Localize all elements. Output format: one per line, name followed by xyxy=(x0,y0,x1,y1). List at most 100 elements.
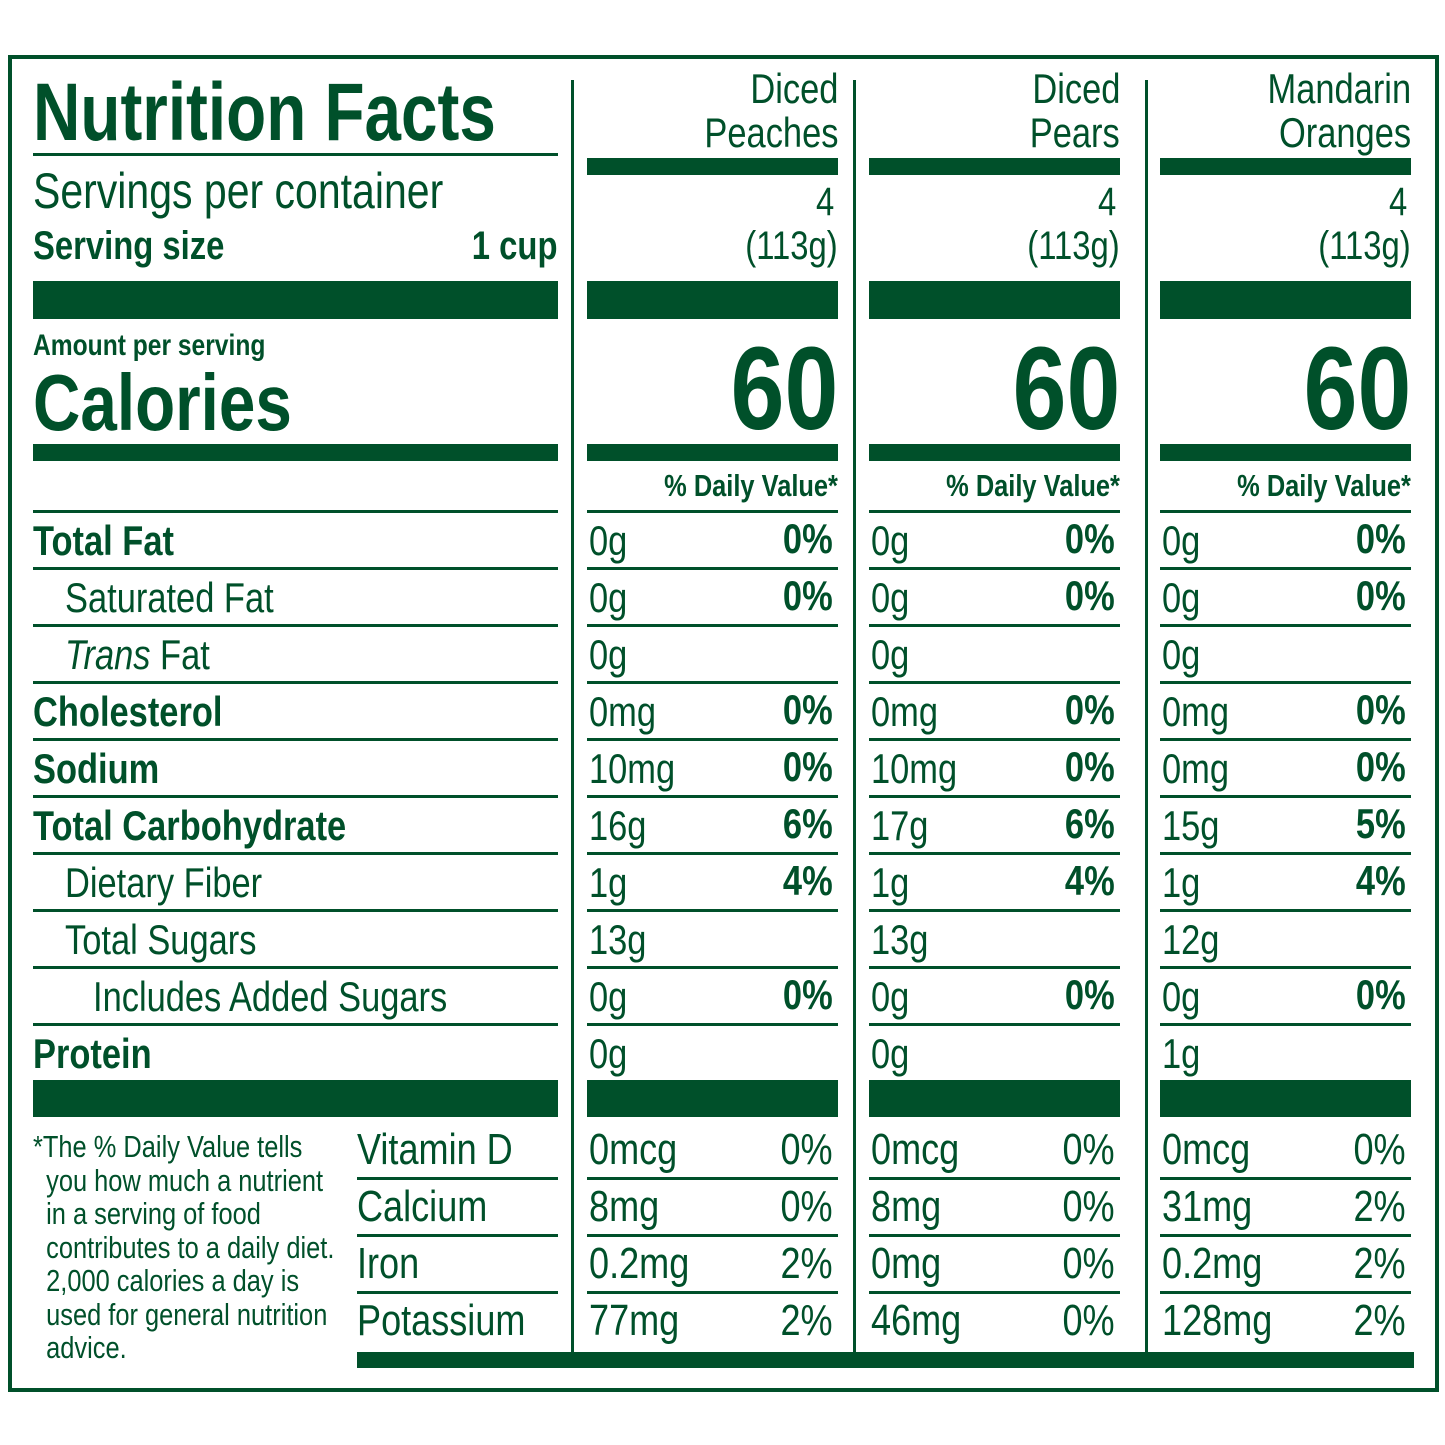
nutrient-daily-value: 0% xyxy=(1345,518,1406,560)
vitamin-daily-value: 0% xyxy=(769,1185,833,1229)
row-divider xyxy=(1160,510,1411,513)
vitamin-amount-text: 128mg xyxy=(1162,1296,1273,1345)
nutrient-label-text: Includes Added Sugars xyxy=(93,973,448,1020)
nutrient-amount: 0g xyxy=(871,1033,918,1075)
nutrient-amount-text: 1g xyxy=(871,859,910,906)
nutrient-daily-value: 0% xyxy=(1054,746,1115,788)
thick-bar xyxy=(1160,1080,1411,1117)
nutrient-label: Includes Added Sugars xyxy=(93,976,525,1018)
row-divider xyxy=(587,795,838,798)
row-divider xyxy=(587,966,838,969)
vitamin-amount-text: 0mg xyxy=(871,1239,942,1288)
row-divider xyxy=(869,510,1120,513)
vitamin-label: Vitamin D xyxy=(357,1128,547,1172)
row-divider xyxy=(587,567,838,570)
nutrient-amount-text: 13g xyxy=(589,916,647,963)
vitamin-amount: 0.2mg xyxy=(589,1242,711,1286)
amount-per-serving-label: Amount per serving xyxy=(33,329,266,362)
medium-bar xyxy=(869,444,1120,461)
vitamin-label-text: Calcium xyxy=(357,1182,488,1231)
nutrient-daily-value-text: 0% xyxy=(783,572,833,619)
vitamin-daily-value-text: 2% xyxy=(1353,1239,1406,1288)
vitamin-amount: 0mcg xyxy=(1162,1128,1270,1172)
nutrient-amount: 0g xyxy=(1162,976,1209,1018)
row-divider xyxy=(1160,624,1411,627)
column-name-line2: Pears xyxy=(1010,112,1120,154)
thick-bar xyxy=(33,281,558,319)
nutrient-daily-value: 0% xyxy=(1345,689,1406,731)
vitamin-label: Iron xyxy=(357,1242,433,1286)
nutrient-label-text: Total Fat xyxy=(33,517,174,564)
nutrient-daily-value-text: 0% xyxy=(1356,515,1406,562)
row-divider xyxy=(1160,1177,1411,1180)
row-divider xyxy=(869,567,1120,570)
nutrient-amount: 0mg xyxy=(1162,691,1244,733)
nutrient-daily-value-text: 0% xyxy=(1065,971,1115,1018)
nutrient-label: Cholesterol xyxy=(33,691,264,733)
row-divider xyxy=(869,1291,1120,1294)
servings-per-container-value: 4 xyxy=(812,182,834,222)
nutrient-label-text: Saturated Fat xyxy=(65,574,274,621)
nutrient-amount-text: 0g xyxy=(589,973,628,1020)
vitamin-daily-value-text: 2% xyxy=(1353,1182,1406,1231)
vitamin-amount: 31mg xyxy=(1162,1185,1272,1229)
nutrient-daily-value-text: 0% xyxy=(1356,686,1406,733)
nutrient-label-text: Dietary Fiber xyxy=(65,859,263,906)
nutrient-daily-value: 6% xyxy=(772,803,833,845)
daily-value-header: % Daily Value* xyxy=(626,470,838,501)
column-name-line1: Mandarin xyxy=(1236,68,1411,110)
row-divider xyxy=(587,852,838,855)
vitamin-amount: 0.2mg xyxy=(1162,1242,1284,1286)
thick-bar xyxy=(869,281,1120,319)
medium-bar xyxy=(33,444,558,461)
divider xyxy=(33,153,558,156)
nutrient-daily-value-text: 0% xyxy=(783,971,833,1018)
column-divider xyxy=(853,80,856,1352)
row-divider xyxy=(869,1023,1120,1026)
nutrient-daily-value-text: 0% xyxy=(1356,572,1406,619)
calories-value: 60 xyxy=(707,330,838,448)
vitamin-daily-value: 0% xyxy=(1051,1242,1115,1286)
servings-per-container-value-text: 4 xyxy=(815,180,834,224)
nutrient-amount-text: 17g xyxy=(871,802,929,849)
row-divider xyxy=(1160,738,1411,741)
vitamin-amount: 77mg xyxy=(589,1299,699,1343)
nutrient-daily-value-text: 0% xyxy=(1356,971,1406,1018)
footnote: *The % Daily Value tells you how much a … xyxy=(33,1129,335,1365)
servings-per-container-value-text: 4 xyxy=(1097,180,1116,224)
nutrient-label-text: Cholesterol xyxy=(33,688,223,735)
nutrient-amount: 15g xyxy=(1162,805,1232,847)
nutrient-amount: 0g xyxy=(589,520,636,562)
nutrient-daily-value: 0% xyxy=(772,575,833,617)
calories-value-text: 60 xyxy=(1303,323,1411,455)
thick-bar xyxy=(1160,281,1411,319)
nutrient-amount-text: 0g xyxy=(589,574,628,621)
thick-bar xyxy=(587,1080,838,1117)
calories-value-text: 60 xyxy=(730,323,838,455)
vitamin-amount-text: 8mg xyxy=(589,1182,660,1231)
nutrient-daily-value: 0% xyxy=(1054,689,1115,731)
nutrient-amount: 0g xyxy=(589,577,636,619)
row-divider xyxy=(1160,966,1411,969)
vitamin-daily-value: 0% xyxy=(769,1128,833,1172)
vitamin-daily-value: 2% xyxy=(769,1242,833,1286)
vitamin-daily-value: 0% xyxy=(1051,1299,1115,1343)
nutrient-amount: 0mg xyxy=(1162,748,1244,790)
nutrient-amount-text: 0g xyxy=(871,631,910,678)
nutrient-amount: 0mg xyxy=(871,691,953,733)
nutrient-amount: 0g xyxy=(1162,577,1209,619)
calories-value-text: 60 xyxy=(1012,323,1120,455)
vitamin-label-text: Potassium xyxy=(357,1296,526,1345)
row-divider xyxy=(1160,567,1411,570)
row-divider xyxy=(869,966,1120,969)
row-divider xyxy=(357,1291,558,1294)
nutrient-daily-value: 4% xyxy=(1345,860,1406,902)
vitamin-daily-value-text: 0% xyxy=(780,1125,833,1174)
row-divider xyxy=(33,795,558,798)
column-divider xyxy=(571,80,574,1352)
serving-weight-text: (113g) xyxy=(1318,224,1411,268)
nutrient-amount: 0g xyxy=(871,577,918,619)
nutrient-daily-value: 5% xyxy=(1345,803,1406,845)
nutrient-amount: 12g xyxy=(1162,919,1232,961)
nutrient-label: Dietary Fiber xyxy=(65,862,305,904)
